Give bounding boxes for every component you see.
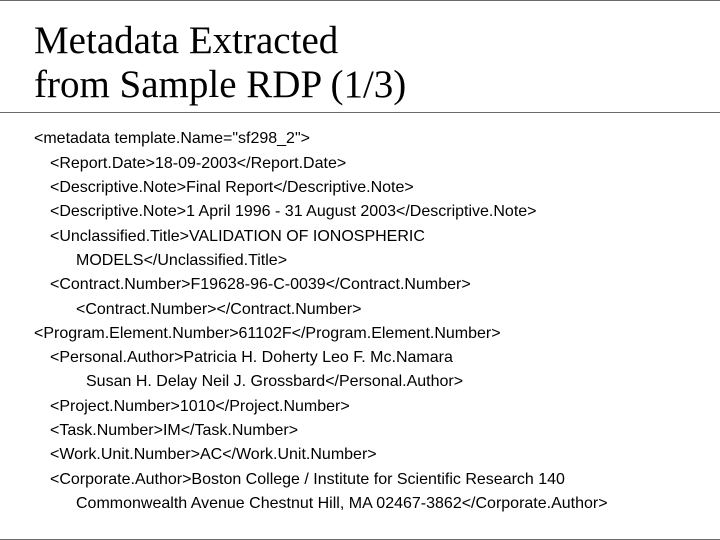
- metadata-body: <metadata template.Name="sf298_2"><Repor…: [34, 127, 692, 516]
- metadata-line: Commonwealth Avenue Chestnut Hill, MA 02…: [34, 492, 692, 516]
- metadata-line: <Descriptive.Note>Final Report</Descript…: [34, 176, 692, 200]
- metadata-line: <Report.Date>18-09-2003</Report.Date>: [34, 152, 692, 176]
- metadata-line: Susan H. Delay Neil J. Grossbard</Person…: [34, 370, 692, 394]
- metadata-line: <Task.Number>IM</Task.Number>: [34, 419, 692, 443]
- metadata-line: <Contract.Number>F19628-96-C-0039</Contr…: [34, 273, 692, 297]
- title-underline: [0, 112, 720, 113]
- metadata-line: <Project.Number>1010</Project.Number>: [34, 395, 692, 419]
- metadata-line: <Corporate.Author>Boston College / Insti…: [34, 468, 692, 492]
- metadata-line: <Unclassified.Title>VALIDATION OF IONOSP…: [34, 225, 692, 249]
- metadata-line: <Personal.Author>Patricia H. Doherty Leo…: [34, 346, 692, 370]
- metadata-line: MODELS</Unclassified.Title>: [34, 249, 692, 273]
- metadata-line: <Program.Element.Number>61102F</Program.…: [34, 322, 692, 346]
- slide: Metadata Extractedfrom Sample RDP (1/3) …: [0, 0, 720, 540]
- metadata-line: <Contract.Number></Contract.Number>: [34, 298, 692, 322]
- metadata-line: <metadata template.Name="sf298_2">: [34, 127, 692, 151]
- metadata-line: <Descriptive.Note>1 April 1996 - 31 Augu…: [34, 200, 692, 224]
- slide-title: Metadata Extractedfrom Sample RDP (1/3): [34, 19, 692, 106]
- metadata-line: <Work.Unit.Number>AC</Work.Unit.Number>: [34, 443, 692, 467]
